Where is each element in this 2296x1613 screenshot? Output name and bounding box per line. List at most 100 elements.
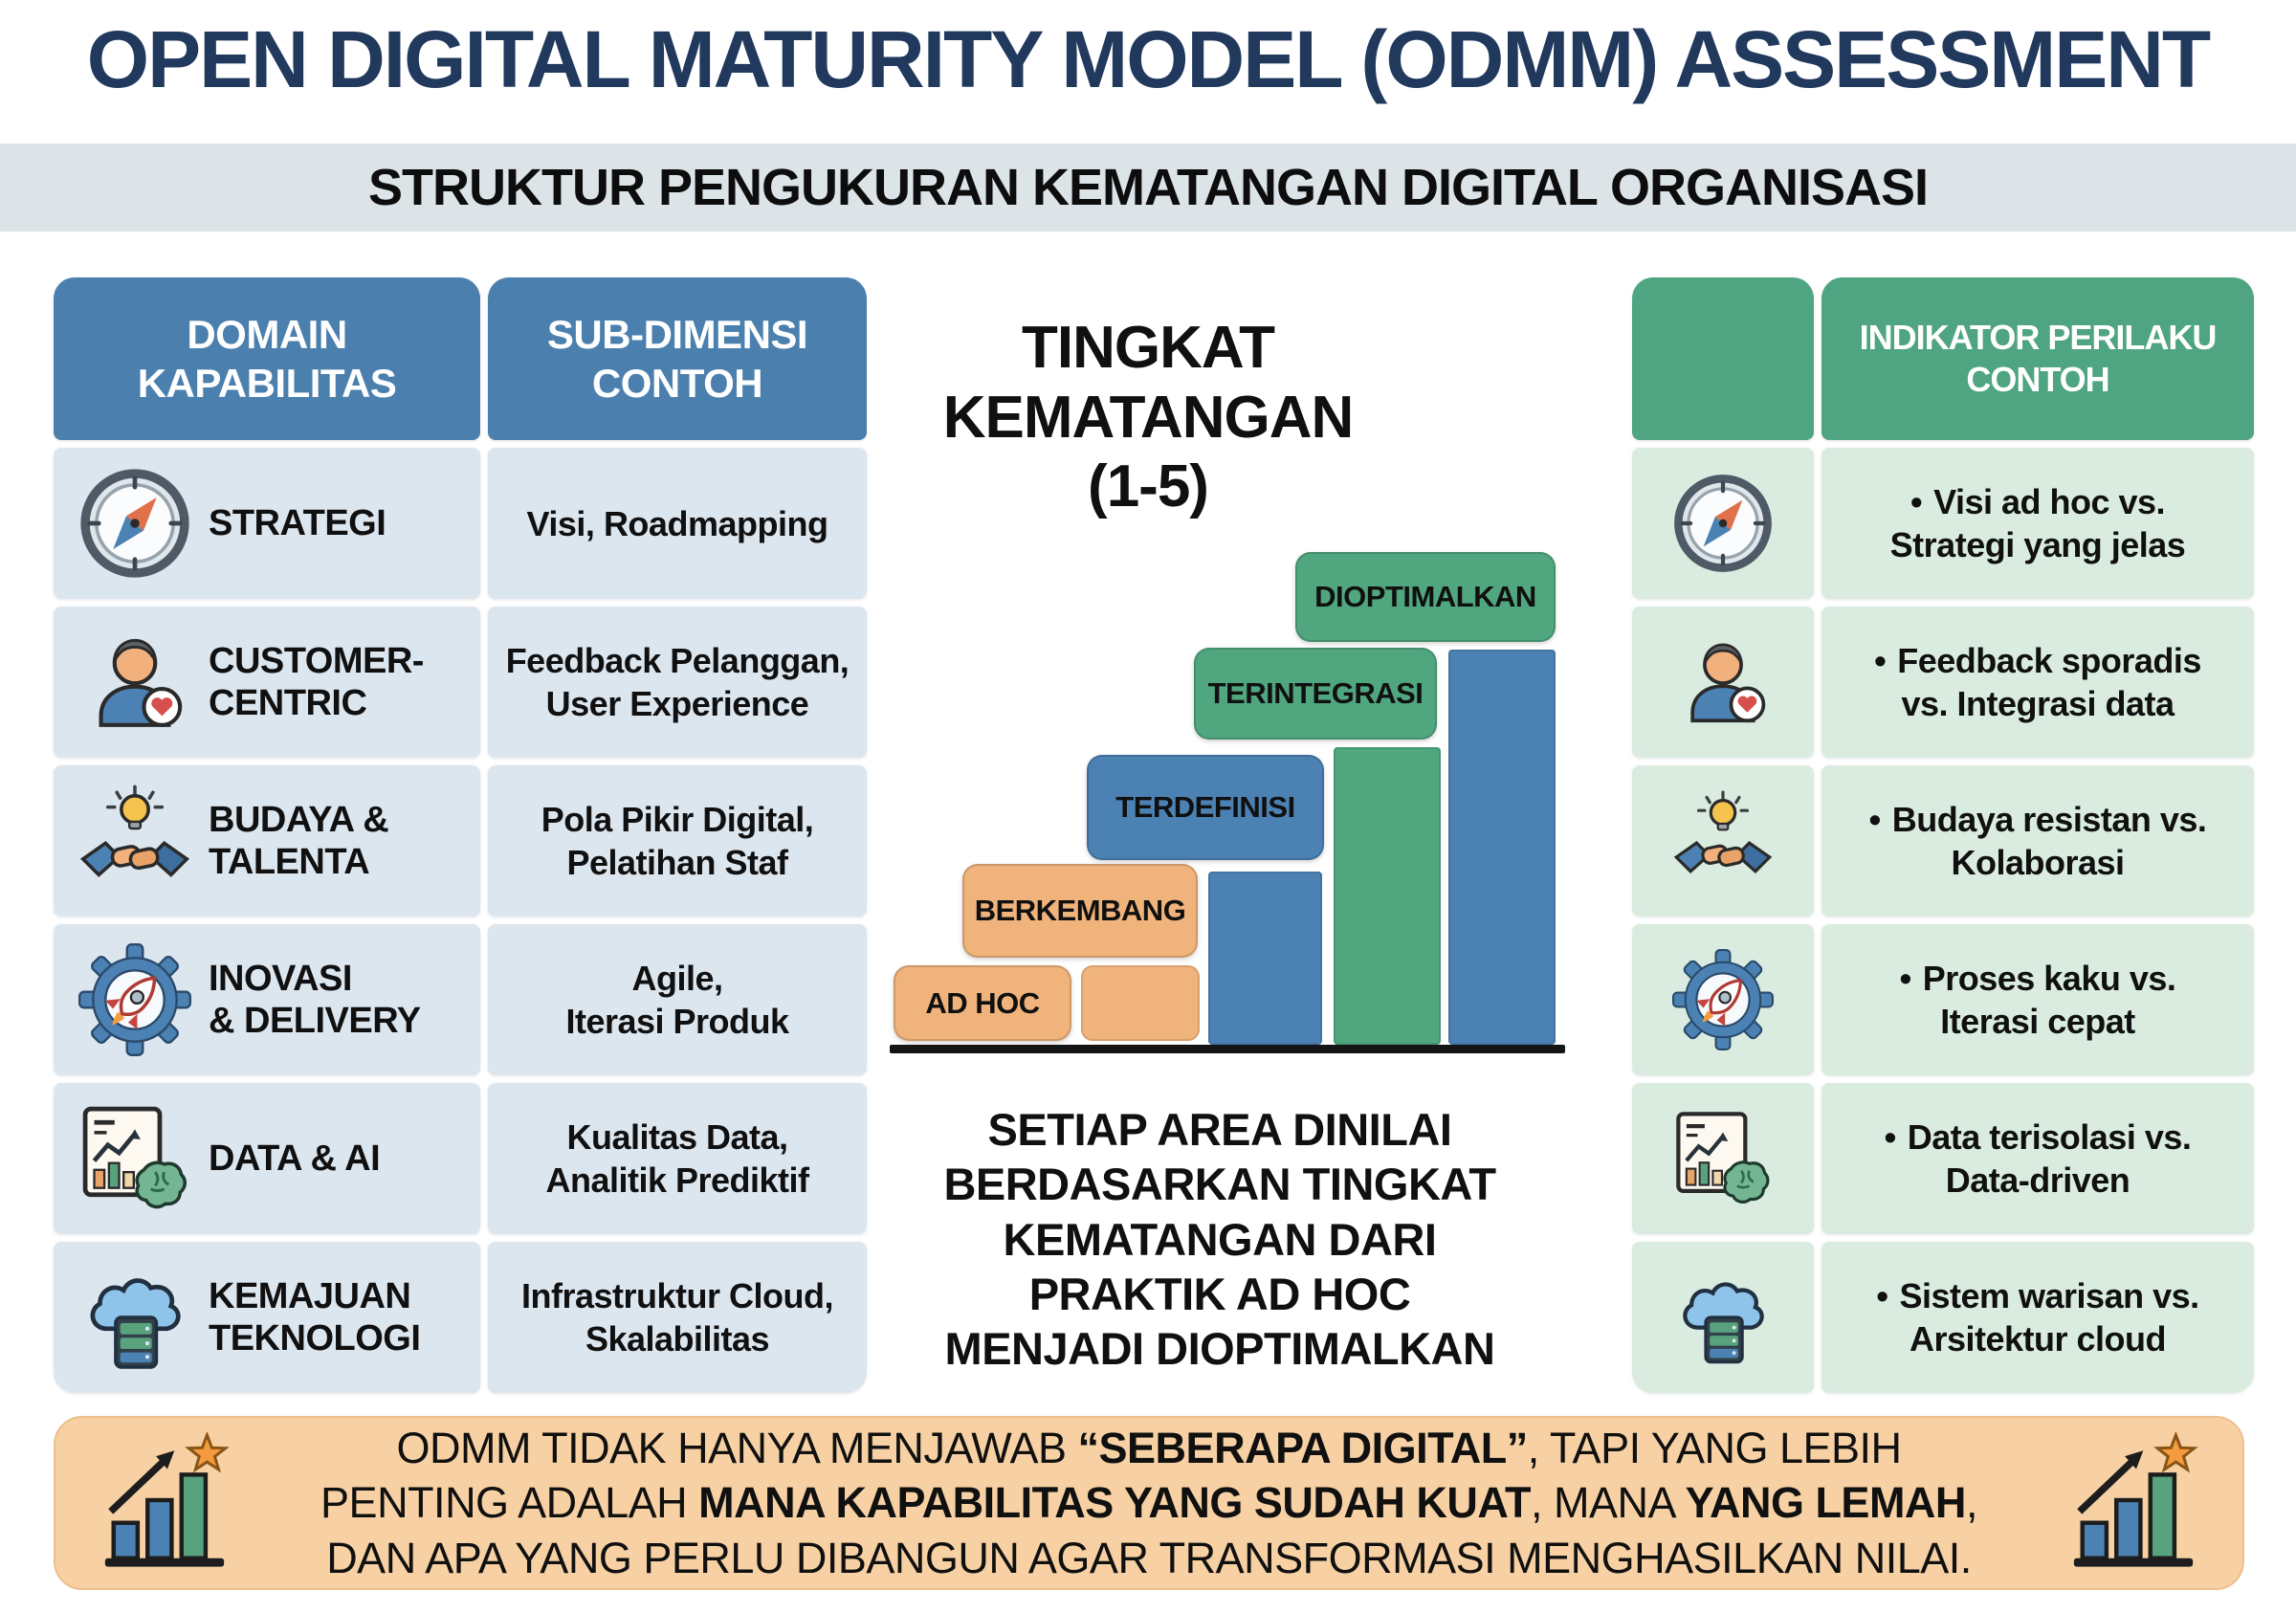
text-line: Pola Pikir Digital, [541,800,814,839]
text-line: Agile, [631,959,723,998]
text-line: • Sistem warisan vs. [1876,1276,2199,1315]
header-icon-column [1632,277,1814,440]
header-line: CONTOH [1966,360,2109,399]
indicator-icon-cell [1632,448,1814,599]
text-line: Strategi yang jelas [1889,525,2186,564]
header-domain-kapabilitas: DOMAIN KAPABILITAS [54,277,480,440]
text-line: • Budaya resistan vs. [1868,800,2207,839]
text-line: Kualitas Data, [566,1117,788,1157]
compass-icon [78,467,191,580]
footer-segment: DAN APA YANG PERLU DIBANGUN AGAR TRANSFO… [326,1533,1972,1582]
capability-subdimensi-cell: Agile, Iterasi Produk [488,924,867,1075]
text-line: CENTRIC [209,683,367,723]
footer-line: DAN APA YANG PERLU DIBANGUN AGAR TRANSFO… [258,1531,2040,1585]
maturity-level-2-label: BERKEMBANG [962,864,1198,958]
text-line: KEMAJUAN [209,1275,411,1316]
capability-row-domain-cell: DATA & AI [54,1083,480,1234]
capability-subdimensi-cell: Feedback Pelanggan, User Experience [488,607,867,758]
text-line: BERDASARKAN TINGKAT [943,1159,1496,1210]
maturity-bar-level-5 [1448,650,1556,1045]
capability-subdimensi-cell: Visi, Roadmapping [488,448,867,599]
text-line: Infrastruktur Cloud, [520,1276,834,1315]
bullet-icon: • [1876,1276,1888,1315]
text-line: Pelatihan Staf [566,843,788,882]
header-line: INDIKATOR PERILAKU [1859,318,2218,358]
maturity-title-line: KEMATANGAN [942,384,1355,451]
innovation-icon [1672,949,1774,1050]
text-line: Iterasi Produk [565,1002,789,1041]
text-line: Arsitektur cloud [1909,1319,2167,1359]
bullet-icon: • [1884,1117,1897,1157]
subtitle-text: STRUKTUR PENGUKURAN KEMATANGAN DIGITAL O… [368,159,1929,216]
text-line: User Experience [545,684,809,723]
header-line: CONTOH [591,361,763,406]
header-sub-dimensi: SUB-DIMENSI CONTOH [488,277,867,440]
maturity-level-4-label: TERINTEGRASI [1194,648,1437,740]
capability-row-domain-cell: STRATEGI [54,448,480,599]
maturity-staircase-chart: AD HOC BERKEMBANG TERDEFINISI TERINTEGRA… [890,541,1617,1057]
capability-label: CUSTOMER- CENTRIC [201,640,424,724]
text-line: Iterasi cepat [1940,1002,2135,1041]
text-line: INOVASI [209,958,352,999]
text-line: • Data terisolasi vs. [1884,1117,2192,1157]
capability-subdimensi-cell: Kualitas Data, Analitik Prediktif [488,1083,867,1234]
text-line: MENJADI DIOPTIMALKAN [944,1323,1495,1375]
text-line: Data-driven [1945,1160,2130,1200]
indicator-icon-cell [1632,924,1814,1075]
capability-row-domain-cell: BUDAYA & TALENTA [54,765,480,917]
footer-text: ODMM TIDAK HANYA MENJAWAB “SEBERAPA DIGI… [258,1421,2040,1584]
cloud-icon [78,1261,191,1374]
footer-segment: , MANA [1531,1478,1686,1528]
indicator-icon-cell [1632,1242,1814,1393]
capability-label: STRATEGI [201,502,386,544]
header-text: DOMAIN KAPABILITAS [138,310,397,408]
indicator-icon-cell [1632,1083,1814,1234]
capability-row-domain-cell: CUSTOMER- CENTRIC [54,607,480,758]
header-text: SUB-DIMENSI CONTOH [546,310,808,408]
text-line: SETIAP AREA DINILAI [987,1104,1452,1155]
culture-icon [78,784,191,897]
footer-note: ODMM TIDAK HANYA MENJAWAB “SEBERAPA DIGI… [54,1416,2244,1590]
innovation-icon [78,943,191,1056]
text-line: TALENTA [209,842,370,882]
capability-table: DOMAIN KAPABILITAS SUB-DIMENSI CONTOH ST… [54,277,867,1393]
footer-line: PENTING ADALAH MANA KAPABILITAS YANG SUD… [258,1475,2040,1530]
header-indikator-perilaku: INDIKATOR PERILAKU CONTOH [1821,277,2254,440]
maturity-bar-level-3 [1208,872,1322,1045]
text-line: & DELIVERY [209,1001,421,1041]
capability-label: INOVASI & DELIVERY [201,958,421,1042]
header-line: SUB-DIMENSI [546,311,808,357]
text-line: • Visi ad hoc vs. [1910,482,2166,521]
data-ai-icon [78,1102,191,1215]
footer-segment: PENTING ADALAH [320,1478,699,1528]
maturity-title-line: (1-5) [1088,453,1209,520]
capability-row-domain-cell: KEMAJUAN TEKNOLOGI [54,1242,480,1393]
text-line: Analitik Prediktif [545,1160,809,1200]
footer-segment: ODMM TIDAK HANYA MENJAWAB [396,1424,1078,1473]
bullet-icon: • [1899,959,1912,998]
maturity-level-3-label: TERDEFINISI [1087,755,1324,860]
indicator-text-cell: • Data terisolasi vs. Data-driven [1821,1083,2254,1234]
footer-emphasis: YANG LEMAH [1685,1478,1967,1528]
capability-label: BUDAYA & TALENTA [201,799,389,883]
header-line: DOMAIN [187,311,347,357]
page-title: OPEN DIGITAL MATURITY MODEL (ODMM) ASSES… [86,14,2211,104]
capability-row-domain-cell: INOVASI & DELIVERY [54,924,480,1075]
header-text: INDIKATOR PERILAKU CONTOH [1859,317,2218,401]
footer-segment: , [1965,1478,1978,1528]
text-line: Feedback Pelanggan, [505,641,850,680]
text-line: BUDAYA & [209,799,389,840]
capability-label: DATA & AI [201,1138,381,1180]
text-line: Visi, Roadmapping [526,503,828,543]
growth-chart-icon [2063,1432,2204,1574]
compass-icon [1672,473,1774,574]
text-line: KEMATANGAN DARI [1003,1213,1437,1265]
footer-segment: , TAPI YANG LEBIH [1527,1424,1902,1473]
indicator-icon-cell [1632,765,1814,917]
bullet-icon: • [1874,641,1887,680]
bullet-icon: • [1910,482,1923,521]
maturity-caption: SETIAP AREA DINILAI BERDASARKAN TINGKAT KE… [890,1102,1550,1377]
indicator-text-cell: • Sistem warisan vs. Arsitektur cloud [1821,1242,2254,1393]
chart-axis [890,1045,1565,1053]
